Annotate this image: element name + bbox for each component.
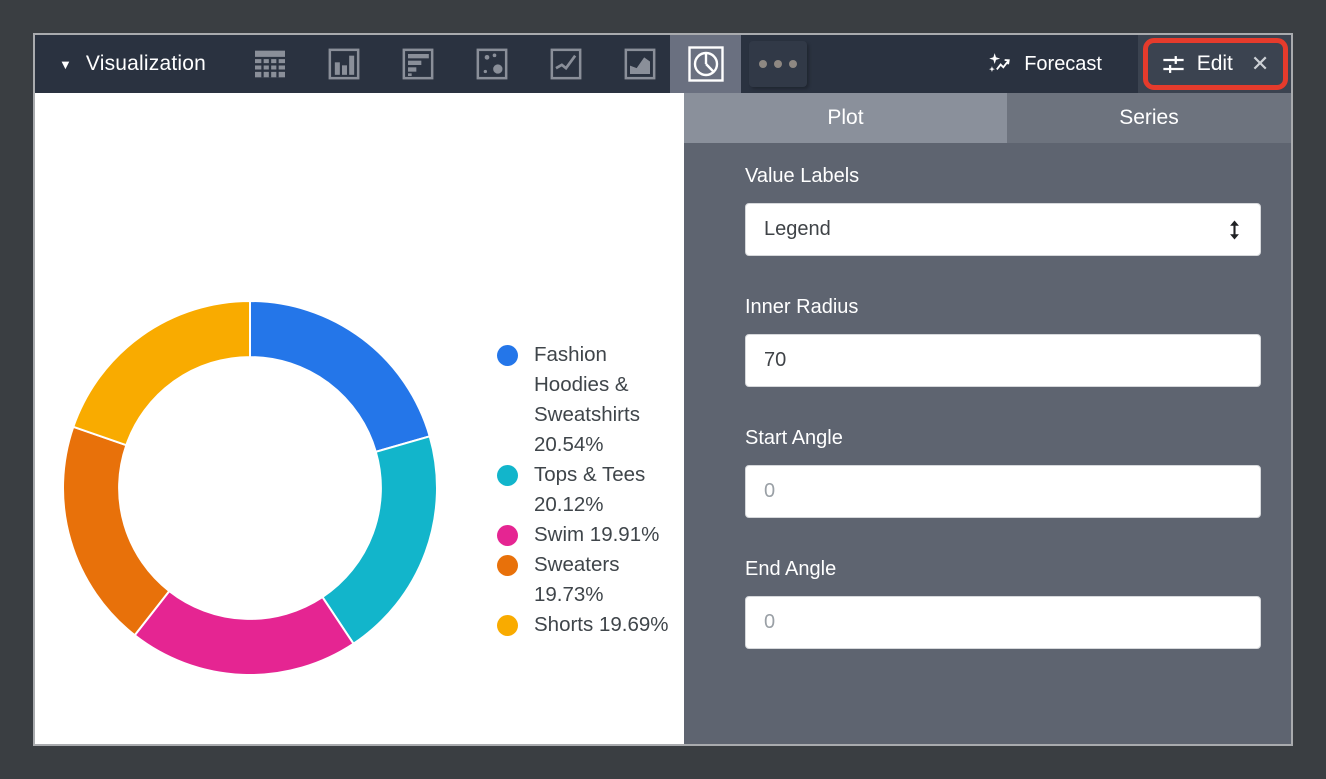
legend-item[interactable]: Swim 19.91%: [497, 520, 683, 550]
forecast-button[interactable]: Forecast: [986, 51, 1102, 77]
legend-label: Sweaters 19.73%: [534, 553, 620, 606]
legend-item[interactable]: Fashion Hoodies & Sweatshirts 20.54%: [497, 340, 683, 460]
collapse-caret-icon[interactable]: ▼: [59, 56, 72, 72]
legend-label: Tops & Tees 20.12%: [534, 463, 646, 516]
table-chart-icon[interactable]: [248, 42, 292, 86]
scatter-chart-icon[interactable]: [470, 42, 514, 86]
legend-item[interactable]: Tops & Tees 20.12%: [497, 460, 683, 520]
legend-item[interactable]: Shorts 19.69%: [497, 610, 683, 640]
donut-slice[interactable]: [72, 299, 251, 447]
edit-section: Edit ✕: [1138, 35, 1291, 93]
legend-label: Shorts 19.69%: [534, 613, 669, 636]
start-angle-label: Start Angle: [745, 427, 843, 449]
line-chart-icon[interactable]: [544, 42, 588, 86]
visualization-title: Visualization: [85, 52, 206, 75]
start-angle-input[interactable]: [745, 465, 1261, 518]
visualization-window: ▼ Visualization: [33, 33, 1293, 746]
bar-chart-icon[interactable]: [396, 42, 440, 86]
settings-panel: Plot Series Value Labels Legend: [684, 93, 1291, 744]
donut-slice[interactable]: [249, 299, 431, 454]
donut-chart[interactable]: [35, 93, 684, 746]
edit-label: Edit: [1196, 52, 1233, 75]
donut-slice[interactable]: [321, 435, 438, 646]
value-labels-select[interactable]: Legend: [745, 203, 1261, 256]
plot-settings-form: Value Labels Legend Inner Radius: [684, 143, 1291, 649]
legend-label: Swim 19.91%: [534, 523, 660, 546]
chart-canvas: Fashion Hoodies & Sweatshirts 20.54% Tops…: [35, 93, 684, 744]
panel-tabs: Plot Series: [684, 93, 1291, 143]
legend-dot-icon: [497, 525, 518, 546]
updown-arrow-icon: [1230, 220, 1239, 239]
content-row: Fashion Hoodies & Sweatshirts 20.54% Tops…: [35, 93, 1291, 744]
value-labels-selected-value: Legend: [764, 218, 831, 240]
settings-sliders-icon: [1163, 55, 1184, 73]
area-chart-icon[interactable]: [618, 42, 662, 86]
more-dot-icon: [759, 60, 767, 68]
legend-dot-icon: [497, 345, 518, 366]
close-icon[interactable]: ✕: [1250, 51, 1270, 76]
sparkle-icon: [989, 53, 1011, 73]
end-angle-input[interactable]: [745, 596, 1261, 649]
legend-item[interactable]: Sweaters 19.73%: [497, 550, 683, 610]
more-dot-icon: [789, 60, 797, 68]
tab-series[interactable]: Series: [1006, 93, 1291, 143]
end-angle-field: End Angle: [745, 558, 1261, 649]
donut-slice[interactable]: [133, 589, 355, 676]
donut-slice[interactable]: [62, 425, 171, 637]
pie-chart-icon-selected[interactable]: [670, 35, 741, 93]
chart-legend: Fashion Hoodies & Sweatshirts 20.54% Tops…: [497, 340, 683, 640]
inner-radius-label: Inner Radius: [745, 296, 859, 318]
more-dot-icon: [774, 60, 782, 68]
inner-radius-input[interactable]: [745, 334, 1261, 387]
inner-radius-field: Inner Radius: [745, 296, 1261, 387]
start-angle-field: Start Angle: [745, 427, 1261, 518]
more-options-button[interactable]: [749, 41, 807, 87]
edit-button[interactable]: Edit: [1160, 51, 1233, 78]
end-angle-label: End Angle: [745, 558, 837, 580]
value-labels-label: Value Labels: [745, 165, 860, 187]
legend-label: Fashion Hoodies & Sweatshirts 20.54%: [534, 343, 640, 456]
value-labels-field: Value Labels Legend: [745, 165, 1261, 256]
legend-dot-icon: [497, 465, 518, 486]
column-chart-icon[interactable]: [322, 42, 366, 86]
chart-type-switcher: [248, 42, 662, 86]
legend-dot-icon: [497, 555, 518, 576]
legend-dot-icon: [497, 615, 518, 636]
forecast-label: Forecast: [1024, 52, 1102, 75]
visualization-toolbar: ▼ Visualization: [35, 35, 1291, 93]
tab-plot[interactable]: Plot: [684, 93, 1007, 143]
